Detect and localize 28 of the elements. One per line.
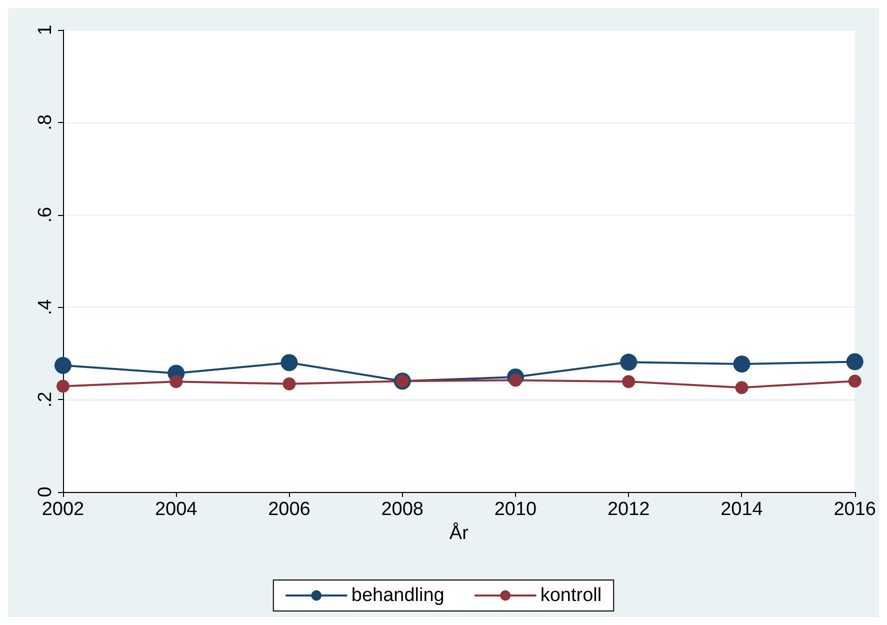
point (735, 381, 748, 394)
x-tick-label: 2010 (494, 499, 537, 520)
x-tick-label: 2014 (720, 499, 764, 520)
x-tick-label: 2012 (607, 499, 650, 520)
x-axis-title: År (449, 522, 470, 544)
point (282, 377, 296, 390)
y-tick-label: .4 (35, 298, 56, 316)
point (622, 375, 636, 388)
point (846, 353, 864, 370)
y-tick-label: .6 (35, 206, 56, 223)
point (848, 374, 862, 388)
legend-label: kontroll (540, 585, 602, 606)
point (620, 354, 638, 371)
x-tick-label: 2008 (381, 499, 424, 520)
point (56, 380, 70, 393)
y-tick-label: 1 (35, 24, 56, 36)
y-tick-label: .2 (35, 392, 56, 408)
point (733, 356, 750, 373)
x-tick-label: 2004 (154, 499, 198, 520)
point (54, 356, 72, 374)
y-tick-label: 0 (35, 486, 56, 498)
y-tick-label: .8 (35, 114, 56, 130)
x-tick-label: 2002 (42, 499, 84, 520)
point (280, 354, 298, 372)
point (170, 375, 183, 388)
x-tick-label: 2016 (834, 499, 876, 520)
legend-label: behandling (351, 585, 444, 606)
x-tick-label: 2006 (268, 499, 310, 520)
